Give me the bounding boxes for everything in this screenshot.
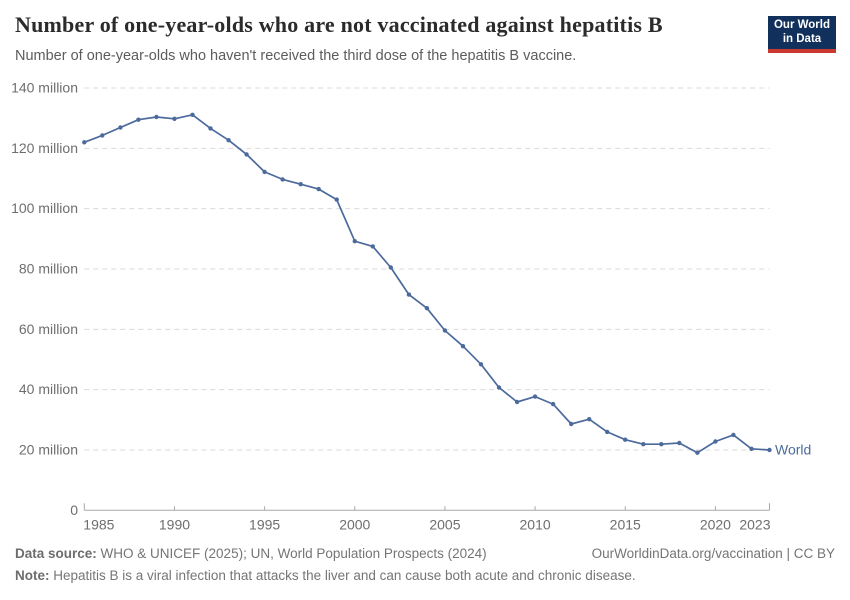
y-axis-label: 20 million xyxy=(19,441,78,457)
data-point[interactable] xyxy=(514,399,520,405)
data-point[interactable] xyxy=(370,244,375,249)
data-point[interactable] xyxy=(731,432,736,438)
data-point[interactable] xyxy=(713,439,718,444)
data-point[interactable] xyxy=(569,421,574,427)
data-point[interactable] xyxy=(406,292,412,297)
x-axis-label: 2015 xyxy=(610,516,641,532)
data-point[interactable] xyxy=(334,197,339,202)
owid-logo[interactable]: Our World in Data xyxy=(768,16,836,53)
data-point[interactable] xyxy=(641,442,646,447)
x-axis-label: 2000 xyxy=(339,516,370,532)
y-axis-label: 60 million xyxy=(19,321,78,337)
data-point[interactable] xyxy=(100,133,105,138)
data-point[interactable] xyxy=(298,182,303,187)
data-point[interactable] xyxy=(605,429,610,435)
footer-link[interactable]: OurWorldinData.org/vaccination | CC BY xyxy=(591,546,835,561)
owid-logo-line1: Our World xyxy=(773,19,830,31)
x-axis-label: 2023 xyxy=(739,516,770,532)
y-axis-label: 140 million xyxy=(11,80,78,96)
data-point[interactable] xyxy=(478,362,484,367)
data-point[interactable] xyxy=(226,138,231,143)
data-point[interactable] xyxy=(208,126,213,131)
data-source-text: WHO & UNICEF (2025); UN, World Populatio… xyxy=(100,546,487,561)
data-point[interactable] xyxy=(388,265,393,270)
y-axis-label: 40 million xyxy=(19,381,78,397)
x-axis-label: 2005 xyxy=(429,516,460,532)
y-axis-label: 100 million xyxy=(11,200,78,216)
data-point[interactable] xyxy=(172,116,177,122)
data-point[interactable] xyxy=(695,450,700,455)
data-point[interactable] xyxy=(82,140,87,145)
data-point[interactable] xyxy=(154,114,159,120)
data-point[interactable] xyxy=(749,446,754,451)
x-axis-label: 1990 xyxy=(159,516,190,532)
data-point[interactable] xyxy=(262,169,267,175)
y-axis-label: 80 million xyxy=(19,260,78,276)
chart-subtitle: Number of one-year-olds who haven't rece… xyxy=(15,48,577,64)
owid-logo-line2: in Data xyxy=(782,32,822,45)
chart-footer: Data source: WHO & UNICEF (2025); UN, Wo… xyxy=(15,546,835,583)
data-point[interactable] xyxy=(190,112,195,118)
data-point[interactable] xyxy=(496,385,502,390)
x-axis-label: 1985 xyxy=(83,516,114,532)
data-point[interactable] xyxy=(244,152,249,157)
x-axis-label: 1995 xyxy=(249,516,280,532)
series-end-label[interactable]: World xyxy=(775,441,811,457)
y-axis-label: 120 million xyxy=(11,140,78,156)
data-point[interactable] xyxy=(136,117,141,122)
footer-note-label: Note: xyxy=(15,568,50,583)
data-point[interactable] xyxy=(280,177,285,182)
data-point[interactable] xyxy=(460,344,466,349)
data-point[interactable] xyxy=(767,447,772,453)
x-axis-label: 2010 xyxy=(520,516,551,532)
data-point[interactable] xyxy=(587,417,592,422)
footer-note: Note: Hepatitis B is a viral infection t… xyxy=(15,568,835,583)
x-axis-label: 2020 xyxy=(700,516,731,532)
data-point[interactable] xyxy=(442,328,448,333)
data-source: Data source: WHO & UNICEF (2025); UN, Wo… xyxy=(15,546,487,561)
data-point[interactable] xyxy=(659,442,664,447)
data-point[interactable] xyxy=(532,394,538,399)
footer-note-text: Hepatitis B is a viral infection that at… xyxy=(53,568,636,583)
data-point[interactable] xyxy=(118,125,123,130)
y-axis-label: 0 xyxy=(70,502,78,518)
data-point[interactable] xyxy=(623,437,628,442)
series-line-world[interactable] xyxy=(83,113,771,454)
data-source-label: Data source: xyxy=(15,546,97,561)
data-point[interactable] xyxy=(677,440,682,446)
data-point[interactable] xyxy=(550,401,556,407)
data-point[interactable] xyxy=(316,186,321,192)
data-point[interactable] xyxy=(352,239,357,244)
data-point[interactable] xyxy=(424,306,430,311)
page-title: Number of one-year-olds who are not vacc… xyxy=(15,12,663,37)
